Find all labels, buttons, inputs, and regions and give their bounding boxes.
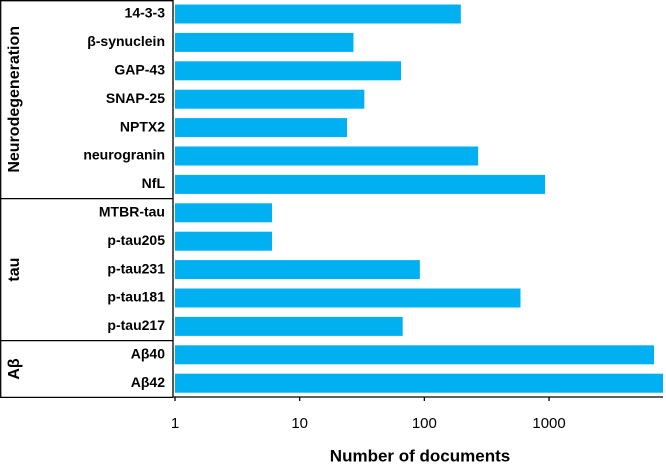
bar: [175, 61, 402, 81]
bar: [175, 373, 663, 393]
x-axis-title: Number of documents: [330, 446, 510, 465]
category-label: NfL: [142, 175, 166, 191]
category-label: MTBR-tau: [99, 204, 165, 220]
category-label: p-tau217: [107, 317, 165, 333]
category-label: 14-3-3: [125, 5, 166, 21]
bar: [175, 146, 479, 166]
category-label: p-tau231: [107, 260, 165, 276]
x-tick-label: 10: [291, 415, 308, 432]
bar: [175, 89, 365, 109]
category-label: p-tau205: [107, 232, 165, 248]
bar: [175, 231, 273, 251]
bar: [175, 118, 348, 138]
category-label: p-tau181: [107, 289, 165, 305]
bar: [175, 4, 461, 24]
group-label: Aβ: [6, 358, 23, 380]
bar: [175, 260, 420, 280]
bar: [175, 174, 546, 194]
bar: [175, 32, 354, 52]
category-label: Aβ40: [131, 346, 165, 362]
x-tick-label: 1: [171, 415, 179, 432]
bar: [175, 288, 521, 308]
bar: [175, 316, 403, 336]
category-label: Aβ42: [131, 374, 165, 390]
bar: [175, 203, 273, 223]
group-label: tau: [6, 258, 23, 282]
x-tick-label: 100: [412, 415, 437, 432]
bar: [175, 345, 655, 365]
category-label: SNAP-25: [106, 90, 165, 106]
category-label: β-synuclein: [87, 33, 165, 49]
category-label: neurogranin: [83, 147, 165, 163]
x-tick-label: 1000: [532, 415, 565, 432]
group-label: Neurodegeneration: [6, 26, 23, 173]
category-label: NPTX2: [120, 118, 165, 134]
category-label: GAP-43: [114, 62, 165, 78]
